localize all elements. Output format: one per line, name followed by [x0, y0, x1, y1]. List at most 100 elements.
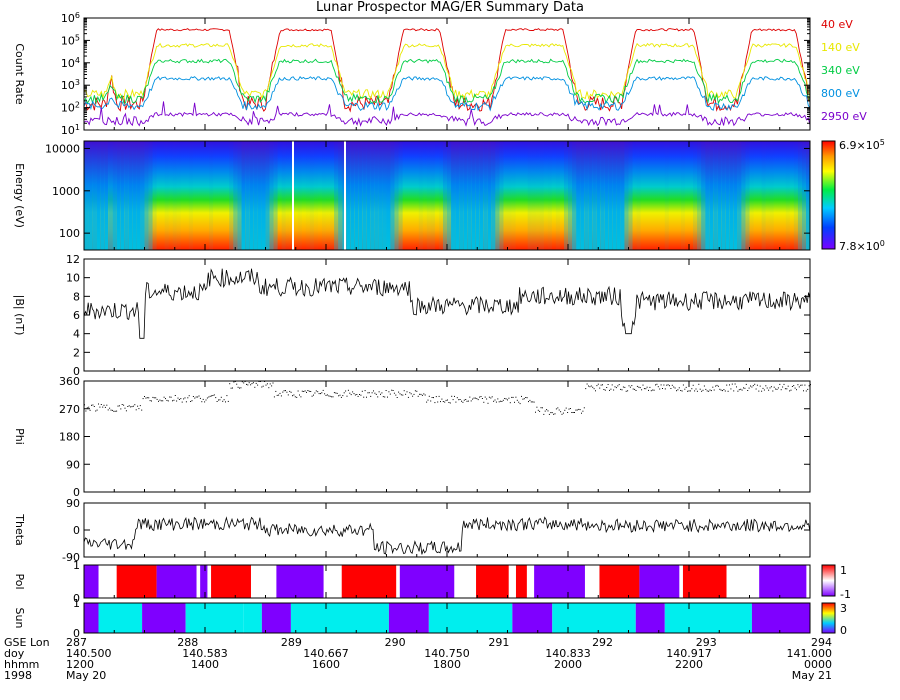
data-point: [762, 387, 764, 389]
data-point: [172, 400, 173, 402]
data-point: [458, 399, 460, 401]
data-point: [247, 384, 249, 386]
data-point: [324, 393, 326, 395]
data-point: [709, 389, 711, 391]
spectrogram-column: [112, 141, 117, 250]
data-point: [252, 382, 254, 384]
data-point: [609, 389, 610, 391]
data-point: [103, 404, 105, 406]
spectrogram-column: [519, 141, 525, 250]
data-point: [356, 394, 358, 395]
spectrogram-column: [475, 141, 480, 250]
data-point: [190, 401, 192, 402]
spectrogram-column: [697, 141, 702, 250]
data-point: [246, 383, 247, 385]
data-point: [553, 413, 555, 415]
data-point: [352, 391, 354, 393]
y-tick-label: 0: [73, 592, 80, 605]
data-point: [617, 385, 619, 387]
x-row-label: doy: [4, 647, 25, 660]
data-point: [476, 398, 478, 400]
data-point: [621, 389, 623, 391]
colorbar-max-label: 6.9×105: [839, 138, 885, 152]
data-point: [178, 399, 180, 400]
data-point: [363, 396, 365, 398]
data-point: [807, 388, 809, 390]
data-point: [374, 392, 376, 394]
data-point: [747, 390, 749, 391]
spectrogram-column: [672, 141, 678, 250]
y-tick-label: 10: [66, 272, 80, 285]
data-point: [667, 384, 669, 386]
data-point: [582, 410, 584, 412]
data-point: [789, 390, 791, 392]
data-point: [271, 385, 273, 387]
spectrogram-column: [249, 141, 254, 250]
data-point: [452, 399, 454, 401]
data-point: [564, 409, 566, 411]
spectrogram-column: [338, 141, 343, 250]
spectrogram-column: [229, 141, 234, 250]
data-point: [359, 394, 360, 395]
spectrogram-column: [269, 141, 275, 250]
data-point: [461, 400, 462, 402]
data-point: [241, 381, 243, 383]
data-point: [266, 383, 268, 385]
data-point: [325, 394, 327, 396]
data-point: [736, 386, 737, 388]
data-point: [479, 396, 481, 398]
data-point: [424, 394, 426, 396]
x-tick-label: 291: [488, 636, 509, 649]
data-point: [632, 388, 634, 390]
data-point: [670, 388, 672, 389]
data-point: [287, 394, 289, 396]
data-point: [705, 388, 707, 390]
spectrogram-column: [648, 141, 654, 250]
data-point: [663, 384, 665, 386]
sun-bar: [635, 603, 665, 633]
data-point: [765, 385, 767, 387]
data-point: [702, 389, 704, 391]
data-point: [371, 392, 373, 394]
x-tick-label: 0000: [804, 658, 832, 671]
data-point: [402, 394, 404, 396]
data-point: [763, 389, 765, 391]
data-point: [392, 390, 394, 391]
spectrogram-column: [188, 141, 194, 250]
data-point: [546, 409, 548, 411]
spectrogram-column: [789, 141, 795, 250]
data-point: [720, 389, 722, 391]
data-point: [118, 405, 120, 407]
x-tick-label: 294: [811, 636, 832, 649]
data-point: [310, 391, 312, 392]
data-point: [206, 397, 208, 399]
y-tick-label: 1: [73, 559, 80, 572]
data-point: [290, 391, 292, 393]
pol-bar: [211, 565, 251, 598]
data-point: [124, 407, 126, 409]
data-point: [504, 398, 506, 399]
data-point: [488, 396, 490, 398]
data-point: [350, 394, 352, 396]
panel-frame: [83, 380, 811, 493]
legend-label: 2950 eV: [821, 110, 867, 123]
x-tick-label: 140.583: [182, 647, 228, 660]
data-point: [536, 406, 538, 408]
spectrogram-column: [164, 141, 170, 250]
spectrogram-column: [253, 141, 259, 250]
data-point: [345, 390, 347, 392]
data-point: [731, 383, 733, 385]
data-point: [433, 397, 434, 399]
y-tick-label: -90: [62, 551, 80, 564]
data-point: [540, 407, 542, 409]
spectrogram-column: [616, 141, 622, 250]
spectrogram-column: [555, 141, 561, 250]
spectrogram-column: [531, 141, 537, 250]
data-point: [713, 389, 715, 391]
x-tick-label: 141.000: [787, 647, 833, 660]
spectrogram-column: [285, 141, 291, 250]
data-point: [293, 394, 295, 396]
data-point: [361, 390, 363, 392]
data-point: [773, 386, 775, 388]
data-point: [375, 393, 377, 395]
